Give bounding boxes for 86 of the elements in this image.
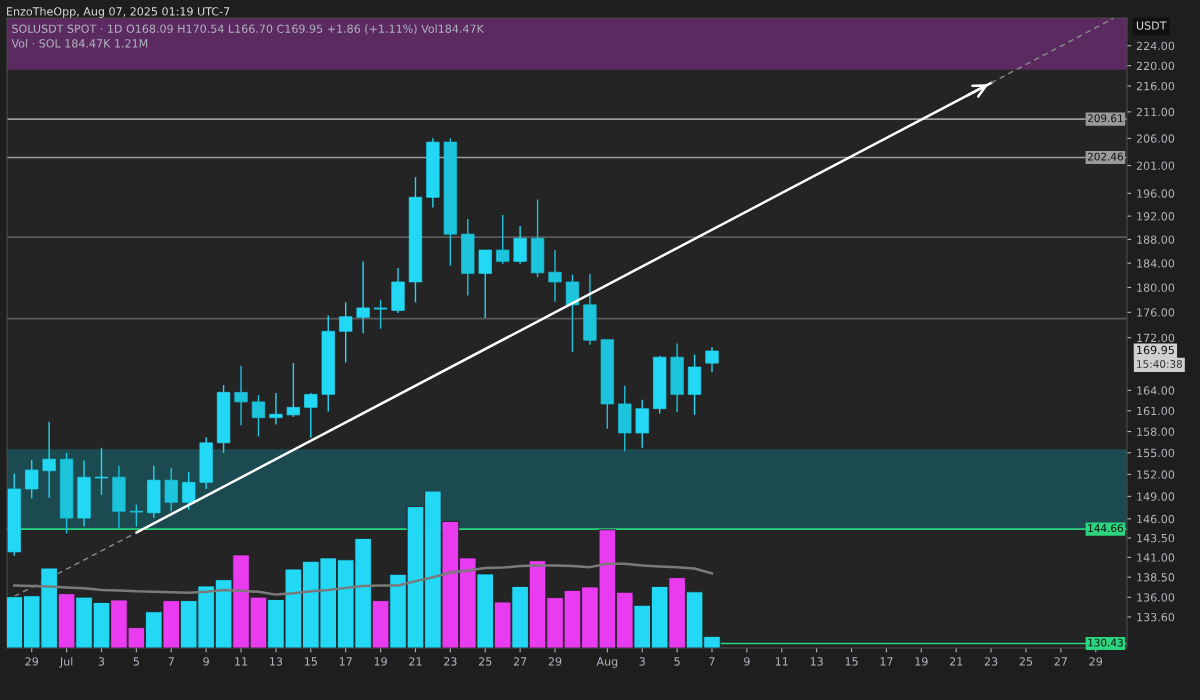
chart-title: Vol · SOL 184.47K 1.21M [11, 39, 148, 48]
x-tick-label: 23 [444, 657, 457, 666]
y-tick-label: 138.50 [1137, 573, 1175, 582]
candlestick [373, 299, 388, 330]
x-tick-label: 21 [409, 657, 422, 666]
y-tick-label: 152.00 [1137, 470, 1175, 479]
x-tick-label: 19 [915, 657, 928, 666]
x-tick-label: 5 [133, 657, 139, 666]
candlestick [251, 394, 266, 438]
candlestick [548, 249, 562, 303]
candlestick [705, 346, 719, 374]
candlestick [496, 214, 510, 265]
y-tick-label: 192.00 [1137, 212, 1175, 221]
x-tick-label: 13 [270, 657, 283, 666]
y-tick-label: 149.00 [1137, 492, 1175, 501]
candlestick [269, 392, 283, 426]
x-tick-label: 29 [1089, 657, 1103, 666]
x-tick-label: 27 [1054, 657, 1067, 666]
ref-line-label: 209.61 [1087, 114, 1123, 123]
y-tick-label: 158.00 [1137, 427, 1175, 436]
y-tick-label: 176.00 [1137, 308, 1175, 317]
y-tick-label: 155.00 [1137, 448, 1175, 458]
y-tick-label: 141.00 [1137, 553, 1175, 562]
candlestick [42, 421, 56, 499]
candlestick [182, 471, 196, 511]
x-tick-label: 15 [304, 657, 317, 666]
x-tick-label: 27 [513, 657, 527, 666]
candlestick [164, 467, 178, 513]
y-tick-label: 133.60 [1137, 612, 1175, 622]
ref-line-label: 202.46 [1087, 152, 1123, 161]
x-tick-label: 25 [1019, 657, 1033, 666]
candlestick [286, 362, 300, 418]
text: 15:40:38 [1137, 360, 1183, 368]
y-tick-label: 211.00 [1136, 107, 1175, 117]
x-tick-label: 29 [25, 657, 38, 666]
x-tick-label: Aug [596, 657, 618, 668]
x-tick-label: 3 [639, 657, 645, 666]
y-tick-label: 224.00 [1136, 41, 1175, 51]
candlestick [129, 503, 143, 528]
y-tick-label: 136.00 [1137, 593, 1175, 602]
x-tick-label: 11 [235, 657, 248, 666]
text: EnzoTheOpp, Aug 07, 2025 01:19 UTC-7 [7, 7, 230, 18]
x-tick-label: 7 [168, 657, 174, 666]
x-tick-label: 17 [339, 657, 352, 666]
y-axis-title: USDT [1136, 21, 1167, 30]
candlestick [513, 225, 527, 265]
x-tick-label: 13 [810, 657, 823, 666]
candlestick [356, 260, 370, 334]
y-tick-label: 143.50 [1137, 533, 1175, 543]
ref-line-label: 130.43 [1088, 638, 1123, 647]
x-tick-label: 25 [478, 657, 492, 666]
x-tick-label: 5 [674, 657, 680, 666]
y-tick-label: 220.00 [1136, 61, 1175, 71]
candlestick [339, 301, 353, 364]
y-tick-label: 216.00 [1136, 81, 1175, 91]
x-tick-label: 29 [548, 657, 562, 666]
x-tick-label: 7 [709, 657, 715, 666]
candlestick [94, 447, 109, 496]
x-tick-label: 11 [775, 657, 788, 666]
x-tick-label: 21 [949, 657, 963, 666]
ref-line-label: 144.66 [1088, 524, 1123, 533]
y-tick-label: 196.00 [1137, 189, 1175, 198]
x-tick-label: 9 [744, 657, 750, 666]
x-tick-label: 15 [845, 657, 858, 666]
y-tick-label: 206.00 [1136, 134, 1175, 143]
y-tick-label: 188.00 [1137, 235, 1175, 244]
y-tick-label: 201.00 [1136, 161, 1175, 170]
candlestick [478, 249, 492, 319]
x-tick-label: 19 [374, 657, 387, 666]
y-tick-label: 161.00 [1137, 406, 1175, 416]
x-tick-label: 17 [880, 657, 893, 666]
x-tick-label: 23 [984, 657, 998, 666]
candlestick [565, 273, 580, 353]
candlestick [234, 365, 248, 426]
x-tick-label: 9 [203, 657, 209, 666]
x-tick-label: Jul [59, 657, 73, 668]
y-tick-label: 164.00 [1137, 386, 1175, 395]
y-tick-label: 146.00 [1137, 514, 1175, 524]
candlestick [25, 459, 39, 500]
y-tick-label: 184.00 [1137, 259, 1175, 268]
candlestick [304, 392, 318, 439]
text: SOLUSDT SPOT · 1D O168.09 H170.54 L166.70 C169.95 +1.86 (+1.11%) Vol184.47K [12, 24, 485, 35]
x-tick-label: 3 [98, 657, 105, 666]
y-tick-label: 172.00 [1137, 333, 1175, 343]
y-tick-label: 180.00 [1137, 283, 1175, 292]
text: 169.95 [1137, 345, 1174, 355]
